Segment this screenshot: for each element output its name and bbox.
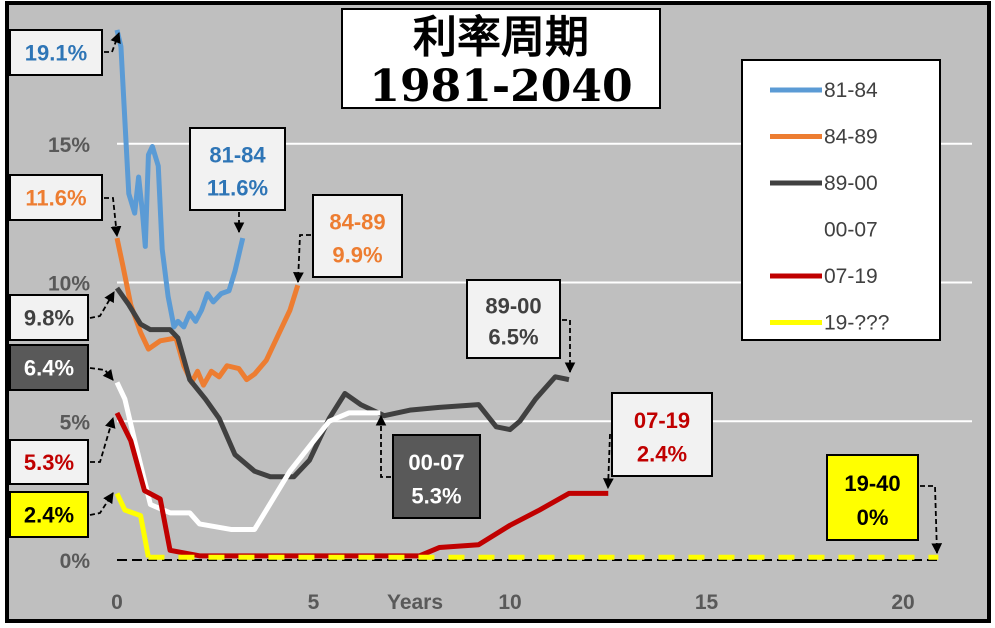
- annotation-box: [9, 439, 89, 485]
- annotation-box: [9, 294, 89, 341]
- annotation-value: 6.4%: [24, 356, 74, 381]
- legend: [741, 59, 941, 341]
- annotation-box: [9, 344, 89, 391]
- y-tick-label: 10%: [48, 273, 90, 296]
- series-line-19-qqq: [114, 492, 151, 558]
- annotation-value: 19.1%: [25, 41, 87, 66]
- annotation-box: [9, 174, 103, 221]
- x-tick-label: 20: [891, 591, 914, 614]
- x-axis-ticks: 0 5 10 15 20: [111, 591, 915, 614]
- annotation-box: [9, 29, 103, 76]
- legend-label: 81-84: [824, 79, 878, 102]
- annotation-value: 5.3%: [24, 450, 74, 475]
- x-tick-label: 10: [498, 591, 521, 614]
- annotation-box: [189, 127, 286, 211]
- annotation-box: [611, 392, 713, 477]
- annotation-box: [392, 434, 481, 519]
- y-tick-label: 15%: [48, 134, 90, 157]
- annotation-period: 07-19: [634, 408, 690, 433]
- series-line-00-07: [114, 381, 381, 532]
- annotation-value: 2.4%: [637, 441, 687, 466]
- legend-label: 19-???: [824, 312, 889, 335]
- chart-subtitle: 1981-2040: [369, 61, 632, 112]
- annotation-value: 9.9%: [332, 243, 382, 268]
- annotation-value: 2.4%: [24, 503, 74, 528]
- legend-label: 07-19: [824, 265, 878, 288]
- annotation-value: 6.5%: [488, 325, 538, 350]
- x-tick-label: 5: [308, 591, 320, 614]
- annotation-period: 00-07: [408, 450, 464, 475]
- series-lines: [114, 29, 939, 560]
- annotation-period: 19-40: [844, 471, 900, 496]
- annotation-value: 11.6%: [207, 176, 268, 201]
- x-axis-label: Years: [387, 591, 443, 614]
- annotation-box: [826, 454, 919, 541]
- y-tick-label: 0%: [60, 550, 91, 573]
- annotation-value: 0%: [857, 505, 889, 530]
- annotation-period: 89-00: [485, 293, 541, 318]
- annotation-box: [466, 279, 561, 359]
- legend-label: 84-89: [824, 126, 878, 149]
- annotation-value: 9.8%: [24, 306, 74, 331]
- annotation-arrows: [89, 31, 943, 555]
- y-axis-ticks: 0% 5% 10% 15%: [48, 134, 90, 573]
- annotation-box: [9, 491, 89, 538]
- chart-title: 利率周期: [413, 12, 589, 63]
- annotation-box: [312, 194, 403, 278]
- x-tick-label: 15: [695, 591, 719, 614]
- annotation-value: 11.6%: [25, 186, 86, 211]
- annotation-period: 84-89: [329, 210, 385, 235]
- legend-label: 00-07: [824, 219, 878, 242]
- annotation-value: 5.3%: [411, 483, 461, 508]
- title-box: [341, 8, 661, 109]
- annotation-period: 81-84: [209, 143, 266, 168]
- x-tick-label: 0: [111, 591, 123, 614]
- series-line-81-84: [114, 29, 246, 330]
- series-line-84-89: [114, 237, 301, 388]
- series-line-89-00: [114, 286, 570, 480]
- y-tick-label: 5%: [60, 411, 91, 434]
- legend-label: 89-00: [824, 172, 878, 195]
